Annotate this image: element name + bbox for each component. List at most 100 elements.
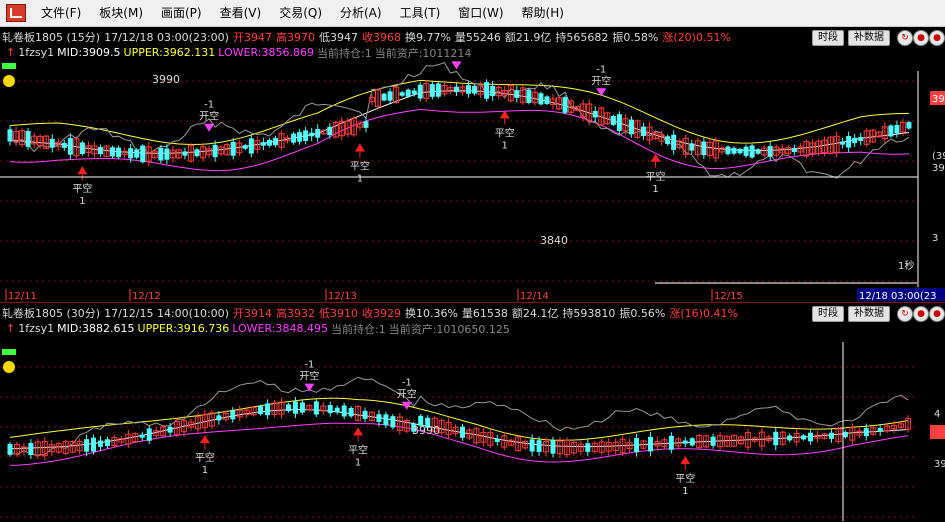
candle-up xyxy=(254,140,261,150)
candle-up xyxy=(761,147,768,156)
high-value: 高3932 xyxy=(275,307,315,320)
candle-down xyxy=(616,114,622,131)
candle-up xyxy=(188,421,194,428)
candlestick-chart-15min[interactable]: 平空1-1开空平空1-1开空平空1-1开空平空1399038401秒12/111… xyxy=(0,61,945,301)
candle-up xyxy=(737,436,744,445)
date-label: 12/13 xyxy=(328,291,357,301)
candle-up xyxy=(640,440,647,449)
chart-panel-15min[interactable]: 轧卷板1805 (15分) 17/12/18 03:00(23:00) 开394… xyxy=(0,27,945,302)
status-bar-icon xyxy=(2,349,16,355)
supplement-data-button[interactable]: 补数据 xyxy=(848,306,890,322)
candle-up xyxy=(604,112,611,125)
candle-down xyxy=(315,128,321,138)
signal-count: 1 xyxy=(355,457,361,468)
candle-up xyxy=(73,138,80,157)
candle-up xyxy=(431,417,438,432)
app-icon[interactable] xyxy=(6,4,26,22)
candle-up xyxy=(31,135,38,145)
candle-up xyxy=(181,420,188,433)
settings-icon[interactable]: ● xyxy=(913,306,929,322)
candle-up xyxy=(803,141,810,157)
candle-up xyxy=(809,142,816,154)
cursor-date-label: 12/18 03:00(23 xyxy=(859,291,936,301)
refresh-icon[interactable]: ↻ xyxy=(897,306,913,322)
close-icon[interactable]: ● xyxy=(929,30,945,46)
candle-up xyxy=(151,150,158,158)
date-axis xyxy=(0,287,945,301)
candle-up xyxy=(69,441,76,453)
settings-icon[interactable]: ● xyxy=(913,30,929,46)
candle-up xyxy=(676,140,683,149)
menu-screen[interactable]: 画面(P) xyxy=(161,6,202,20)
indicator-marker: ↑ xyxy=(6,46,16,59)
candle-down xyxy=(490,85,496,96)
low-value: 低3910 xyxy=(318,307,358,320)
date-label: 12/11 xyxy=(8,291,37,301)
candle-up xyxy=(43,135,50,149)
menu-help[interactable]: 帮助(H) xyxy=(521,6,564,20)
menu-tools[interactable]: 工具(T) xyxy=(399,6,441,20)
close-icon[interactable]: ● xyxy=(929,306,945,322)
candle-up xyxy=(48,444,55,453)
candle-down xyxy=(334,407,340,413)
candle-up xyxy=(574,106,581,111)
assets-value: 当前资产:1010650.125 xyxy=(388,322,510,336)
candle-up xyxy=(870,427,877,435)
candle-down xyxy=(529,439,535,452)
candle-down xyxy=(84,439,90,452)
supplement-data-button[interactable]: 补数据 xyxy=(848,30,890,46)
chart-panel-30min[interactable]: 轧卷板1805 (30分) 17/12/15 14:00(10:00) 开391… xyxy=(0,302,945,522)
candle-down xyxy=(230,141,236,156)
menu-file[interactable]: 文件(F) xyxy=(41,6,82,20)
candle-down xyxy=(405,89,411,97)
close-short-label: 平空 xyxy=(195,451,215,464)
candle-up xyxy=(891,424,898,430)
signal-count: -1 xyxy=(402,378,412,389)
candle-down xyxy=(484,82,490,99)
candle-up xyxy=(222,412,229,420)
contract-title: 轧卷板1805 (15分) xyxy=(2,31,101,44)
candle-down xyxy=(116,147,122,158)
candle-down xyxy=(610,115,616,125)
candle-down xyxy=(840,141,846,145)
menu-view[interactable]: 查看(V) xyxy=(219,6,262,20)
candle-down xyxy=(158,147,164,161)
turnover-value: 换9.77% xyxy=(404,31,451,44)
candle-up xyxy=(153,430,160,436)
menu-analysis[interactable]: 分析(A) xyxy=(340,6,382,20)
high-value: 高3970 xyxy=(275,31,315,44)
candle-down xyxy=(641,126,646,137)
candle-down xyxy=(194,149,200,157)
holding-value: 当前持仓:1 xyxy=(331,322,386,336)
candle-down xyxy=(418,415,424,426)
refresh-icon[interactable]: ↻ xyxy=(897,30,913,46)
candle-up xyxy=(344,120,351,135)
candle-up xyxy=(779,431,786,445)
candle-down xyxy=(79,142,85,154)
menu-window[interactable]: 窗口(W) xyxy=(458,6,504,20)
candle-down xyxy=(671,134,677,150)
candle-up xyxy=(369,411,375,422)
candle-up xyxy=(724,435,731,447)
candle-down xyxy=(628,119,634,135)
menu-sector[interactable]: 板块(M) xyxy=(99,6,143,20)
position-value: 持593810 xyxy=(562,307,616,320)
candle-down xyxy=(61,142,67,148)
period-button[interactable]: 时段 xyxy=(812,306,844,322)
candle-up xyxy=(797,146,804,153)
candle-down xyxy=(767,145,773,157)
equity-curve-line xyxy=(9,61,910,179)
candle-up xyxy=(55,141,62,148)
candle-down xyxy=(863,427,869,437)
period-button[interactable]: 时段 xyxy=(812,30,844,46)
candle-down xyxy=(7,443,13,455)
candle-up xyxy=(250,407,257,416)
candle-down xyxy=(701,141,707,156)
amplitude-value: 振0.58% xyxy=(612,31,659,44)
signal-count: 1 xyxy=(502,140,508,151)
equity-curve-line xyxy=(9,376,909,456)
candle-up xyxy=(501,90,508,95)
menu-trade[interactable]: 交易(Q) xyxy=(279,6,322,20)
candle-down xyxy=(28,442,34,456)
